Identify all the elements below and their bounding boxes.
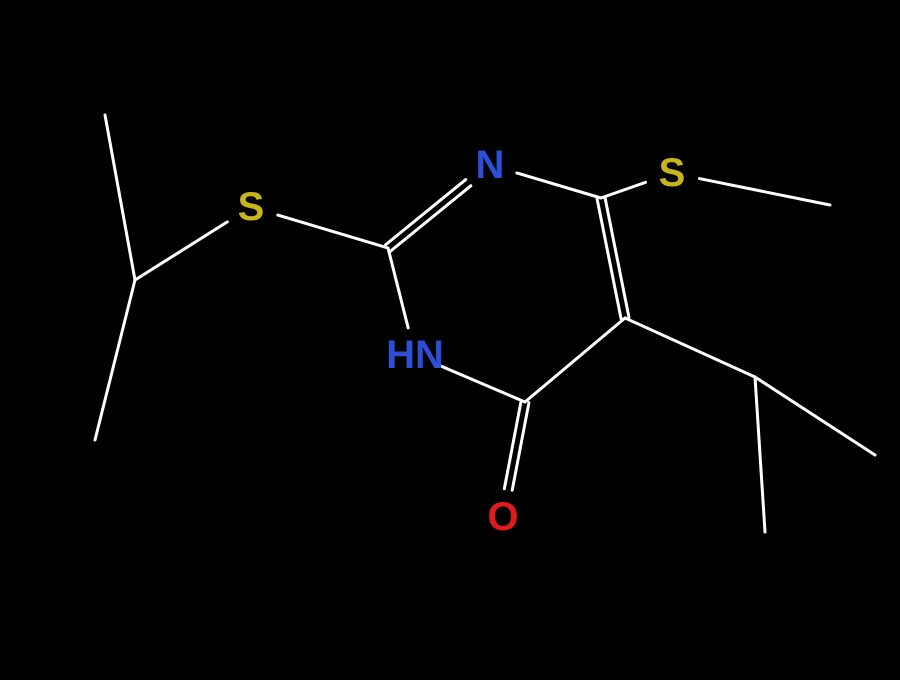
atom-label-hn: HN (386, 333, 444, 377)
molecule-diagram: S N HN O S (0, 0, 900, 680)
atom-label-n: N (476, 143, 505, 187)
atom-label-s: S (238, 185, 265, 229)
atom-label-o: O (487, 495, 518, 539)
atom-label-s: S (659, 151, 686, 195)
